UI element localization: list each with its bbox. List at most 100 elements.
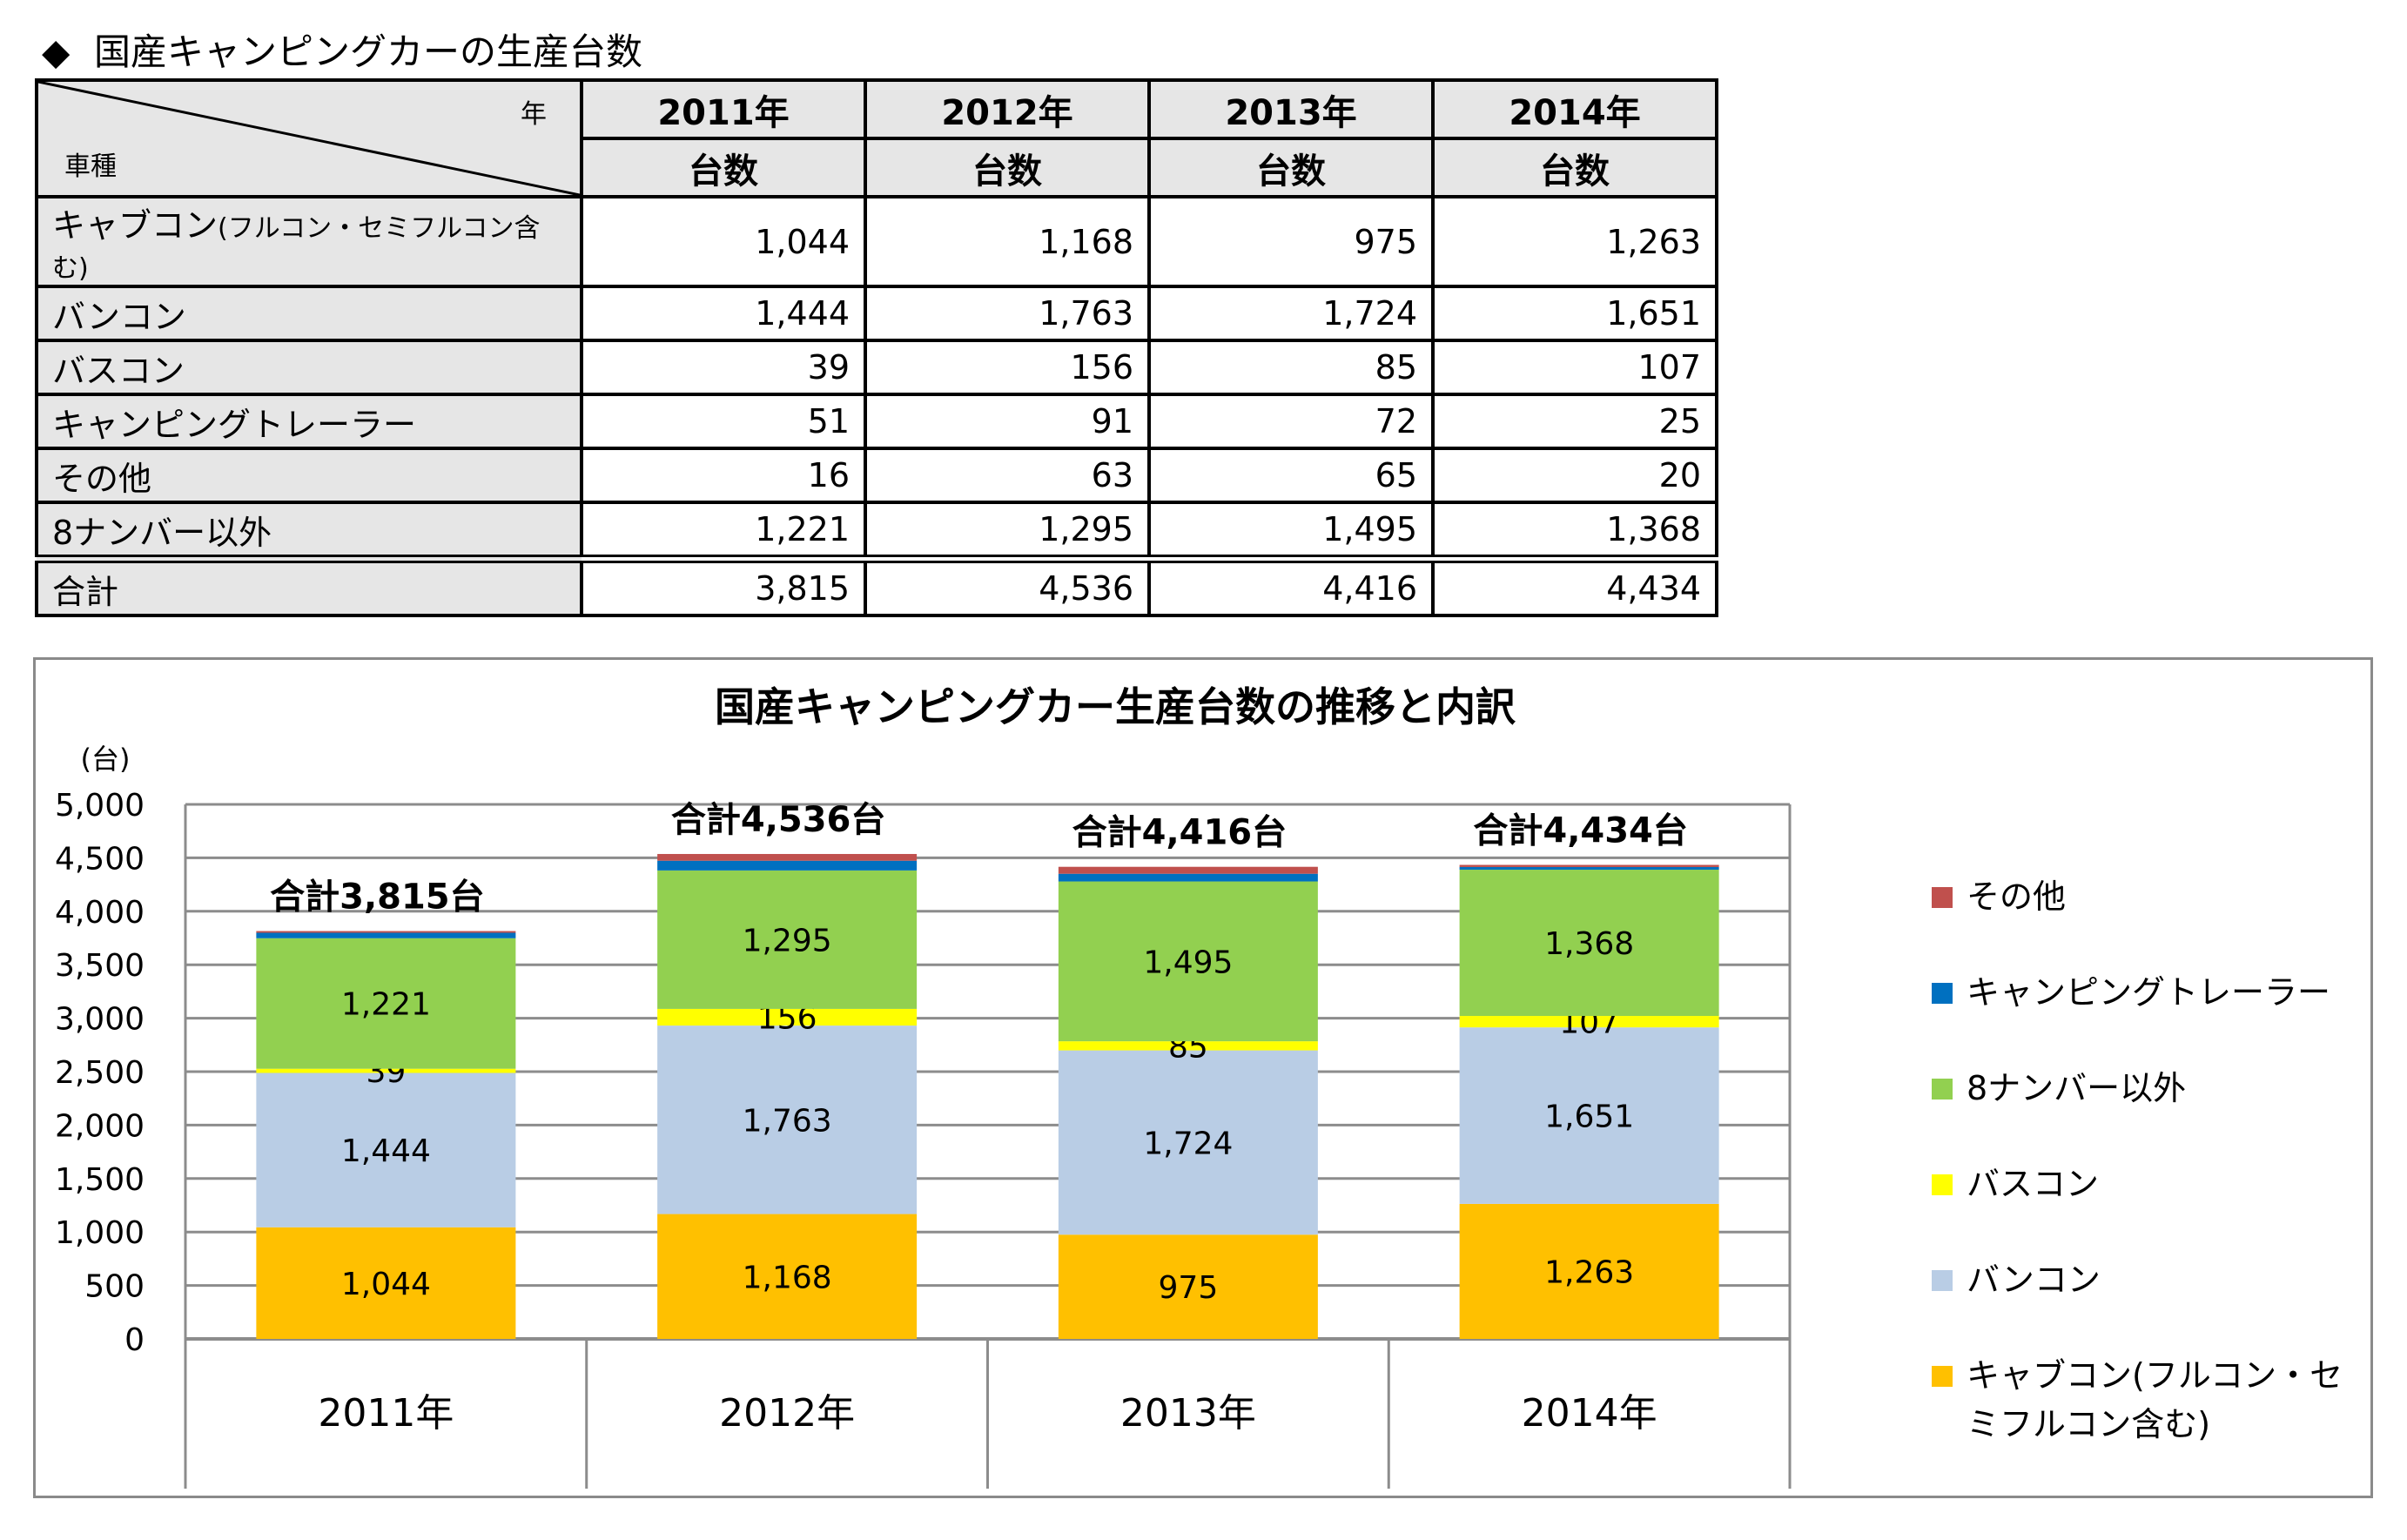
y-tick-label: 0 <box>124 1322 145 1358</box>
bar-segment <box>657 870 918 1009</box>
data-label: 1,495 <box>1143 945 1233 980</box>
bar-segment <box>657 860 918 871</box>
x-tick-label: 2012年 <box>719 1391 855 1436</box>
table-cell: 20 <box>1431 447 1718 504</box>
row-label-main: キャブコン <box>52 206 219 245</box>
total-label: 合計4,416台 <box>1072 813 1288 853</box>
bar-segment <box>1459 1027 1719 1204</box>
total-label: 合計 <box>35 555 583 617</box>
count-subheader: 台数 <box>864 137 1151 198</box>
table-cell: 156 <box>864 339 1151 396</box>
bar-segment <box>256 1073 516 1227</box>
legend-label: バスコン <box>1967 1165 2099 1203</box>
bar-segment <box>1459 1203 1719 1339</box>
corner-year-label: 年 <box>521 99 547 130</box>
x-tick-label: 2011年 <box>318 1391 454 1436</box>
bar-segment <box>657 853 918 861</box>
table-row: キャブコン(フルコン・セミフルコン含む) 1,044 1,168 975 1,2… <box>35 195 1718 288</box>
table-row: 8ナンバー以外 1,221 1,295 1,495 1,368 <box>35 501 1718 561</box>
data-label: 1,044 <box>341 1267 431 1302</box>
diamond-bullet-icon: ◆ <box>42 30 71 73</box>
corner-diagonal <box>38 82 580 195</box>
y-tick-label: 3,500 <box>55 948 145 984</box>
total-cell: 4,536 <box>864 555 1151 617</box>
stacked-bar-chart: 国産キャンピングカー生産台数の推移と内訳 (台) 0 500 1,000 1,500 2,0… <box>55 683 2343 1489</box>
y-tick-label: 500 <box>84 1269 145 1305</box>
page-heading: ◆ 国産キャンピングカーの生産台数 <box>42 26 642 78</box>
bar-segment <box>1459 864 1719 867</box>
total-cell: 3,815 <box>580 555 867 617</box>
chart-title: 国産キャンピングカー生産台数の推移と内訳 <box>715 683 1516 730</box>
table-cell: 1,444 <box>580 285 867 342</box>
table-cell: 975 <box>1147 195 1435 288</box>
bar-segment <box>1058 1234 1318 1339</box>
row-label: キャンピングトレーラー <box>35 393 583 450</box>
table-cell: 51 <box>580 393 867 450</box>
year-header: 2014年 <box>1431 78 1718 140</box>
corner-type-label: 車種 <box>64 151 117 182</box>
count-subheader: 台数 <box>1147 137 1435 198</box>
table-cell: 91 <box>864 393 1151 450</box>
total-label: 合計4,536台 <box>671 800 886 840</box>
x-tick-label: 2014年 <box>1522 1391 1657 1436</box>
table-header-row: 年 車種 2011年 2012年 2013年 2014年 <box>35 78 1718 198</box>
legend-swatch <box>1932 887 1953 908</box>
table-cell: 85 <box>1147 339 1435 396</box>
legend-label: バンコン <box>1967 1261 2101 1299</box>
bar-segment <box>1058 1041 1318 1051</box>
table-cell: 1,724 <box>1147 285 1435 342</box>
y-tick-label: 2,000 <box>55 1108 145 1144</box>
table-cell: 65 <box>1147 447 1435 504</box>
chart-frame: 国産キャンピングカー生産台数の推移と内訳 (台) 0 500 1,000 1,500 2,0… <box>33 657 2373 1498</box>
table-subheader-row: 台数 台数 台数 台数 <box>37 137 1718 198</box>
legend-swatch <box>1932 983 1953 1004</box>
table-cell: 1,168 <box>864 195 1151 288</box>
data-label: 1,444 <box>341 1133 431 1169</box>
data-label: 1,263 <box>1544 1254 1634 1290</box>
legend-label: 8ナンバー以外 <box>1967 1069 2186 1107</box>
row-label: バンコン <box>35 285 583 342</box>
legend-label: その他 <box>1967 878 2066 916</box>
table-corner-cell: 年 車種 <box>35 78 583 198</box>
table-cell: 1,495 <box>1147 501 1435 561</box>
table-cell: 1,295 <box>864 501 1151 561</box>
data-label: 1,295 <box>743 923 832 958</box>
data-label: 1,168 <box>743 1260 832 1295</box>
table-total-row: 合計 3,815 4,536 4,416 4,434 <box>35 555 1718 617</box>
y-tick-label: 2,500 <box>55 1055 145 1091</box>
y-tick-label: 4,000 <box>55 895 145 931</box>
table-cell: 72 <box>1147 393 1435 450</box>
year-header: 2012年 <box>864 78 1151 140</box>
legend-label: キャンピングトレーラー <box>1967 973 2330 1012</box>
table-cell: 107 <box>1431 339 1718 396</box>
table-row: キャンピングトレーラー 51 91 72 25 <box>35 393 1718 450</box>
row-label: 8ナンバー以外 <box>35 501 583 561</box>
bar-segment <box>1459 870 1719 1017</box>
table-row: その他 16 63 65 20 <box>35 447 1718 504</box>
bar-segment <box>1058 866 1318 874</box>
heading-text: 国産キャンピングカーの生産台数 <box>94 30 643 73</box>
table-cell: 16 <box>580 447 867 504</box>
legend-swatch <box>1932 1270 1953 1291</box>
bar-segment <box>256 931 516 933</box>
data-label: 1,651 <box>1544 1100 1634 1135</box>
total-cell: 4,434 <box>1431 555 1718 617</box>
table-cell: 1,651 <box>1431 285 1718 342</box>
table-cell: 1,044 <box>580 195 867 288</box>
table-cell: 25 <box>1431 393 1718 450</box>
legend-swatch <box>1932 1366 1953 1387</box>
y-axis-unit-label: (台) <box>81 743 131 776</box>
data-label: 1,221 <box>341 987 431 1023</box>
table-cell: 63 <box>864 447 1151 504</box>
y-tick-label: 5,000 <box>55 788 145 824</box>
bar-segment <box>1058 1050 1318 1235</box>
bar-segment <box>1058 881 1318 1042</box>
total-label: 合計3,815台 <box>270 878 485 918</box>
row-label: その他 <box>35 447 583 504</box>
bar-segment <box>256 1068 516 1073</box>
table-cell: 1,763 <box>864 285 1151 342</box>
legend-swatch <box>1932 1174 1953 1195</box>
y-tick-label: 4,500 <box>55 841 145 877</box>
bar-segment <box>657 1026 918 1214</box>
legend-label: キャブコン(フルコン・セ <box>1967 1356 2343 1395</box>
